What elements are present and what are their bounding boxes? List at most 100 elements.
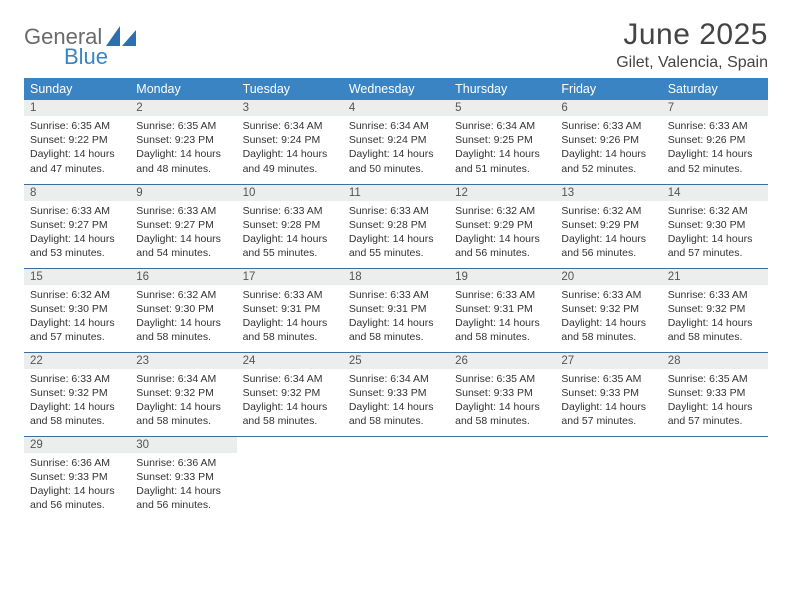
daylight-line: Daylight: 14 hours and 53 minutes. [30,232,124,260]
day-number: 12 [449,185,555,201]
day-details: Sunrise: 6:34 AMSunset: 9:32 PMDaylight:… [237,369,343,433]
day-details: Sunrise: 6:33 AMSunset: 9:28 PMDaylight:… [343,201,449,265]
sunset-line: Sunset: 9:26 PM [561,133,655,147]
sunset-line: Sunset: 9:33 PM [30,470,124,484]
day-details: Sunrise: 6:34 AMSunset: 9:33 PMDaylight:… [343,369,449,433]
calendar-day-cell: 8Sunrise: 6:33 AMSunset: 9:27 PMDaylight… [24,184,130,268]
sunset-line: Sunset: 9:30 PM [30,302,124,316]
daylight-line: Daylight: 14 hours and 58 minutes. [455,400,549,428]
sunset-line: Sunset: 9:32 PM [668,302,762,316]
calendar-week-row: 1Sunrise: 6:35 AMSunset: 9:22 PMDaylight… [24,100,768,184]
sunrise-line: Sunrise: 6:36 AM [136,456,230,470]
weekday-header: Tuesday [237,78,343,100]
sunset-line: Sunset: 9:32 PM [561,302,655,316]
daylight-line: Daylight: 14 hours and 57 minutes. [668,232,762,260]
sunset-line: Sunset: 9:24 PM [349,133,443,147]
calendar-table: SundayMondayTuesdayWednesdayThursdayFrid… [24,78,768,520]
sunrise-line: Sunrise: 6:32 AM [136,288,230,302]
sunset-line: Sunset: 9:30 PM [668,218,762,232]
day-number: 26 [449,353,555,369]
weekday-header: Saturday [662,78,768,100]
sunrise-line: Sunrise: 6:33 AM [668,288,762,302]
calendar-day-cell: 5Sunrise: 6:34 AMSunset: 9:25 PMDaylight… [449,100,555,184]
day-details: Sunrise: 6:33 AMSunset: 9:27 PMDaylight:… [24,201,130,265]
calendar-page: General Blue June 2025 Gilet, Valencia, … [0,0,792,520]
daylight-line: Daylight: 14 hours and 58 minutes. [136,400,230,428]
day-details: Sunrise: 6:33 AMSunset: 9:28 PMDaylight:… [237,201,343,265]
sunrise-line: Sunrise: 6:33 AM [561,119,655,133]
calendar-day-cell [343,436,449,520]
calendar-day-cell: 15Sunrise: 6:32 AMSunset: 9:30 PMDayligh… [24,268,130,352]
calendar-day-cell: 21Sunrise: 6:33 AMSunset: 9:32 PMDayligh… [662,268,768,352]
day-number: 17 [237,269,343,285]
sunset-line: Sunset: 9:28 PM [349,218,443,232]
day-details: Sunrise: 6:33 AMSunset: 9:32 PMDaylight:… [24,369,130,433]
header-row: General Blue June 2025 Gilet, Valencia, … [24,18,768,72]
day-number: 23 [130,353,236,369]
day-details: Sunrise: 6:34 AMSunset: 9:32 PMDaylight:… [130,369,236,433]
sunrise-line: Sunrise: 6:34 AM [349,372,443,386]
sunrise-line: Sunrise: 6:33 AM [30,372,124,386]
calendar-day-cell: 12Sunrise: 6:32 AMSunset: 9:29 PMDayligh… [449,184,555,268]
day-details: Sunrise: 6:34 AMSunset: 9:24 PMDaylight:… [237,116,343,180]
day-details: Sunrise: 6:35 AMSunset: 9:23 PMDaylight:… [130,116,236,180]
calendar-day-cell: 7Sunrise: 6:33 AMSunset: 9:26 PMDaylight… [662,100,768,184]
sunrise-line: Sunrise: 6:32 AM [561,204,655,218]
sunset-line: Sunset: 9:23 PM [136,133,230,147]
sunset-line: Sunset: 9:33 PM [136,470,230,484]
day-details: Sunrise: 6:33 AMSunset: 9:31 PMDaylight:… [449,285,555,349]
day-number: 27 [555,353,661,369]
day-number: 5 [449,100,555,116]
day-details: Sunrise: 6:36 AMSunset: 9:33 PMDaylight:… [130,453,236,517]
calendar-day-cell: 24Sunrise: 6:34 AMSunset: 9:32 PMDayligh… [237,352,343,436]
day-number: 29 [24,437,130,453]
sunset-line: Sunset: 9:29 PM [561,218,655,232]
sunset-line: Sunset: 9:22 PM [30,133,124,147]
day-number: 11 [343,185,449,201]
sunset-line: Sunset: 9:31 PM [349,302,443,316]
day-number: 6 [555,100,661,116]
daylight-line: Daylight: 14 hours and 49 minutes. [243,147,337,175]
daylight-line: Daylight: 14 hours and 55 minutes. [243,232,337,260]
logo-text-blue: Blue [64,44,108,70]
calendar-week-row: 29Sunrise: 6:36 AMSunset: 9:33 PMDayligh… [24,436,768,520]
day-number: 21 [662,269,768,285]
sunset-line: Sunset: 9:32 PM [136,386,230,400]
sunrise-line: Sunrise: 6:33 AM [561,288,655,302]
daylight-line: Daylight: 14 hours and 57 minutes. [30,316,124,344]
sunset-line: Sunset: 9:24 PM [243,133,337,147]
calendar-week-row: 8Sunrise: 6:33 AMSunset: 9:27 PMDaylight… [24,184,768,268]
calendar-day-cell [555,436,661,520]
calendar-day-cell: 26Sunrise: 6:35 AMSunset: 9:33 PMDayligh… [449,352,555,436]
day-details: Sunrise: 6:33 AMSunset: 9:27 PMDaylight:… [130,201,236,265]
daylight-line: Daylight: 14 hours and 58 minutes. [136,316,230,344]
day-number: 4 [343,100,449,116]
daylight-line: Daylight: 14 hours and 47 minutes. [30,147,124,175]
sunrise-line: Sunrise: 6:32 AM [668,204,762,218]
calendar-day-cell: 13Sunrise: 6:32 AMSunset: 9:29 PMDayligh… [555,184,661,268]
day-details: Sunrise: 6:35 AMSunset: 9:22 PMDaylight:… [24,116,130,180]
calendar-day-cell: 23Sunrise: 6:34 AMSunset: 9:32 PMDayligh… [130,352,236,436]
day-number: 8 [24,185,130,201]
day-number: 28 [662,353,768,369]
daylight-line: Daylight: 14 hours and 58 minutes. [349,400,443,428]
sunrise-line: Sunrise: 6:34 AM [136,372,230,386]
day-details: Sunrise: 6:33 AMSunset: 9:26 PMDaylight:… [555,116,661,180]
day-number: 15 [24,269,130,285]
day-details: Sunrise: 6:33 AMSunset: 9:32 PMDaylight:… [662,285,768,349]
day-details: Sunrise: 6:32 AMSunset: 9:30 PMDaylight:… [130,285,236,349]
day-details: Sunrise: 6:36 AMSunset: 9:33 PMDaylight:… [24,453,130,517]
day-details: Sunrise: 6:32 AMSunset: 9:30 PMDaylight:… [24,285,130,349]
day-number: 30 [130,437,236,453]
daylight-line: Daylight: 14 hours and 58 minutes. [243,316,337,344]
calendar-day-cell: 3Sunrise: 6:34 AMSunset: 9:24 PMDaylight… [237,100,343,184]
day-details: Sunrise: 6:32 AMSunset: 9:29 PMDaylight:… [449,201,555,265]
sunrise-line: Sunrise: 6:33 AM [30,204,124,218]
daylight-line: Daylight: 14 hours and 56 minutes. [30,484,124,512]
day-details: Sunrise: 6:33 AMSunset: 9:31 PMDaylight:… [343,285,449,349]
sunset-line: Sunset: 9:31 PM [243,302,337,316]
calendar-day-cell [237,436,343,520]
calendar-day-cell: 10Sunrise: 6:33 AMSunset: 9:28 PMDayligh… [237,184,343,268]
day-number: 10 [237,185,343,201]
sunrise-line: Sunrise: 6:34 AM [455,119,549,133]
